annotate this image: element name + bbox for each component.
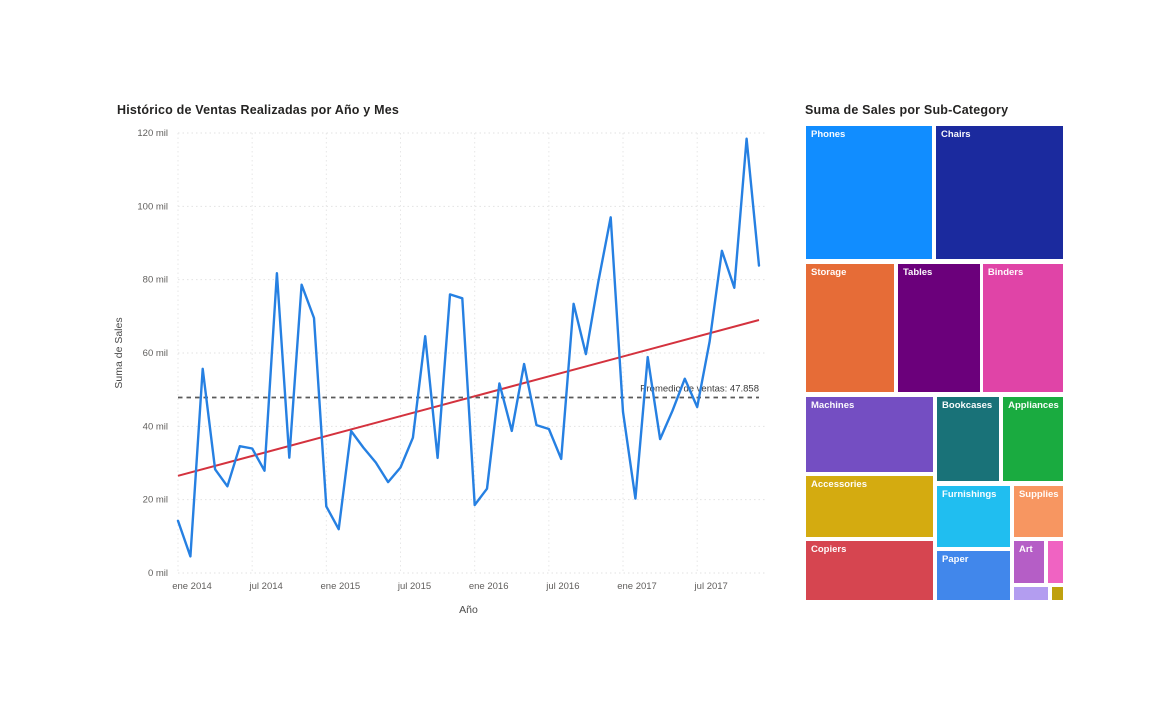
treemap-tile-chairs[interactable]: Chairs (935, 125, 1064, 261)
treemap-tile-copiers[interactable]: Copiers (805, 540, 934, 601)
x-tick-label: ene 2015 (321, 581, 361, 592)
y-tick-label: 100 mil (137, 201, 168, 212)
treemap-title: Suma de Sales por Sub-Category (805, 103, 1009, 117)
treemap-tile-tables[interactable]: Tables (896, 263, 981, 393)
treemap-tile-label: Machines (811, 399, 855, 411)
treemap-tile-label: Appliances (1008, 399, 1059, 411)
line-chart-plot[interactable]: 0 mil 20 mil 40 mil 60 mil 80 mil 100 mil 120 … (105, 120, 785, 620)
y-tick-label: 120 mil (137, 128, 168, 139)
treemap-tile-label: Supplies (1018, 488, 1059, 500)
treemap-tile-label: Chairs (941, 129, 971, 140)
treemap-tile-label: Tables (902, 267, 933, 279)
y-tick-label: 40 mil (143, 421, 168, 432)
treemap-tile-supplies[interactable]: Supplies (1012, 484, 1064, 538)
y-tick-label: 60 mil (143, 348, 168, 359)
treemap-tile-bookcases[interactable]: Bookcases (936, 395, 1001, 482)
treemap-tile-machines[interactable]: Machines (805, 395, 934, 473)
treemap-tile-small-15[interactable] (1012, 585, 1049, 601)
x-tick-label: ene 2016 (469, 581, 509, 592)
treemap-tile-label: Bookcases (942, 399, 993, 411)
treemap-tile-storage[interactable]: Storage (805, 263, 895, 393)
treemap-tile-label: Art (1018, 544, 1033, 556)
treemap-tile-small-16[interactable] (1051, 585, 1064, 601)
treemap-tile-label: Phones (811, 129, 846, 140)
y-tick-label: 20 mil (143, 495, 168, 506)
x-tick-label: ene 2017 (617, 581, 657, 592)
treemap-tile-label: Accessories (811, 478, 867, 490)
treemap-tile-label: Storage (811, 267, 847, 279)
treemap-tile-paper[interactable]: Paper (936, 550, 1012, 601)
treemap-tile-label: Copiers (811, 544, 847, 556)
treemap-tile-small-14[interactable] (1046, 540, 1064, 584)
y-tick-label: 80 mil (143, 275, 168, 286)
sales-line-series[interactable] (176, 137, 761, 558)
treemap-tile-accessories[interactable]: Accessories (805, 474, 934, 538)
y-tick-label: 0 mil (148, 568, 168, 579)
x-tick-label: ene 2014 (172, 581, 212, 592)
x-tick-label: jul 2015 (397, 581, 431, 592)
x-tick-label: jul 2016 (545, 581, 579, 592)
treemap-tile-label: Binders (987, 267, 1024, 279)
treemap-tile-binders[interactable]: Binders (981, 263, 1064, 393)
x-tick-label: jul 2017 (694, 581, 728, 592)
treemap: Phones Chairs Storage Tables Binders Machines… (805, 125, 1064, 601)
x-tick-label: jul 2014 (249, 581, 283, 592)
line-chart-title: Histórico de Ventas Realizadas por Año y… (117, 103, 400, 117)
treemap-tile-label: Paper (942, 554, 969, 566)
treemap-tile-appliances[interactable]: Appliances (1002, 395, 1064, 482)
x-axis-title: Año (459, 604, 478, 616)
y-axis-title: Suma de Sales (113, 317, 125, 388)
treemap-tile-phones[interactable]: Phones (805, 125, 933, 261)
treemap-tile-furnishings[interactable]: Furnishings (936, 484, 1012, 548)
treemap-tile-art[interactable]: Art (1012, 540, 1046, 584)
treemap-tile-label: Furnishings (942, 488, 997, 500)
